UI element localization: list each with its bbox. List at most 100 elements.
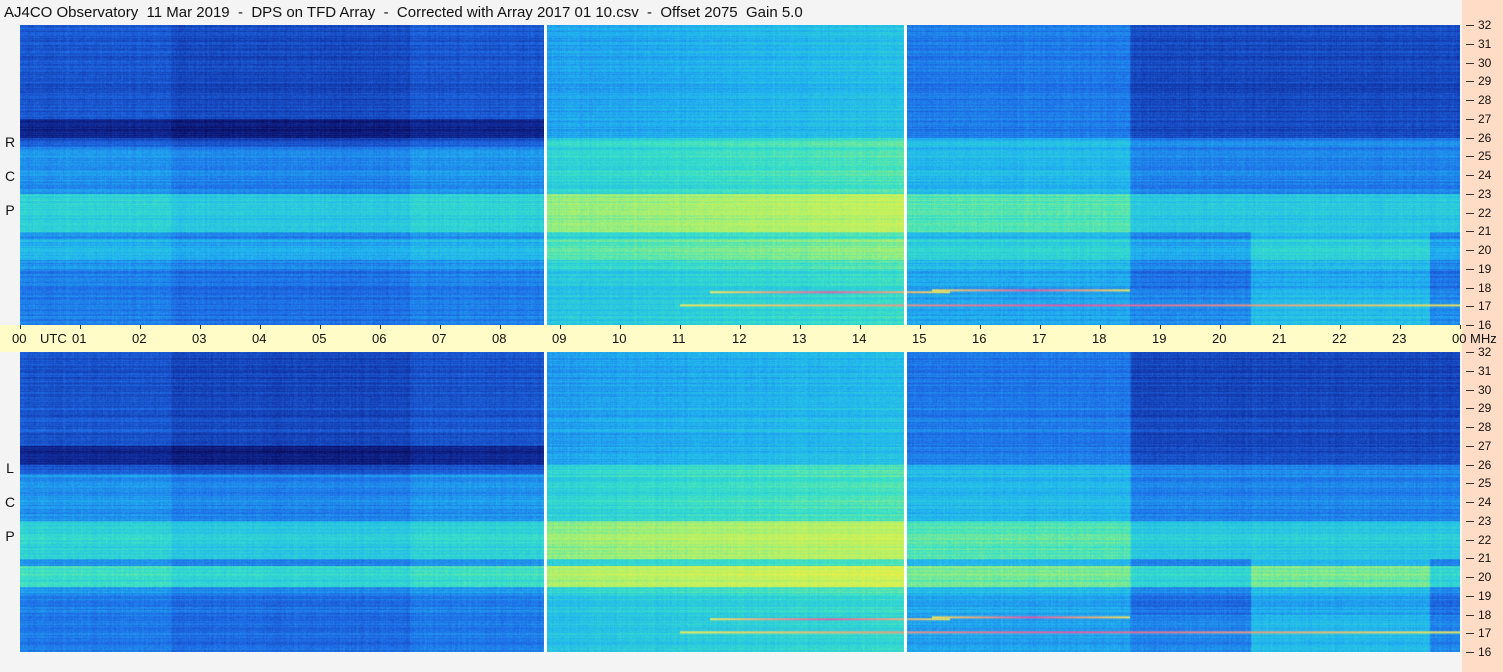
frequency-tick-mark bbox=[1466, 520, 1474, 522]
frequency-tick-label: 22 bbox=[1478, 532, 1492, 547]
frequency-tick-label: 24 bbox=[1478, 168, 1492, 182]
time-tick-label: 04 bbox=[252, 331, 267, 346]
time-tick-label: 01 bbox=[72, 331, 87, 346]
frequency-tick-mark bbox=[1466, 595, 1474, 597]
panel-label-rcp-3: P bbox=[5, 202, 15, 218]
time-tick-label: 16 bbox=[972, 331, 987, 346]
chart-title: AJ4CO Observatory 11 Mar 2019 - DPS on T… bbox=[4, 4, 803, 21]
frequency-tick-label: 19 bbox=[1478, 588, 1492, 603]
data-gap-line bbox=[544, 352, 547, 652]
frequency-tick-label: 26 bbox=[1478, 130, 1492, 145]
frequency-tick-label: 20 bbox=[1478, 243, 1492, 257]
frequency-tick-mark bbox=[1466, 268, 1474, 270]
frequency-tick-mark bbox=[1466, 25, 1474, 26]
frequency-tick-label: 27 bbox=[1478, 438, 1492, 453]
frequency-tick-mark bbox=[1466, 502, 1474, 503]
spectrogram-lcp bbox=[20, 352, 1460, 652]
frequency-tick-label: 17 bbox=[1478, 626, 1492, 641]
frequency-tick-label: 25 bbox=[1478, 476, 1492, 491]
time-tick-label: 13 bbox=[792, 331, 807, 346]
frequency-tick-label: 27 bbox=[1478, 111, 1492, 126]
time-tick-mark bbox=[1160, 325, 1161, 329]
data-gap-line bbox=[904, 352, 907, 652]
time-tick-mark bbox=[920, 325, 921, 329]
frequency-tick-label: 25 bbox=[1478, 149, 1492, 164]
time-tick-label: 00 bbox=[12, 331, 27, 346]
frequency-tick-label: 30 bbox=[1478, 382, 1492, 397]
frequency-tick-mark bbox=[1466, 539, 1474, 541]
frequency-tick-mark bbox=[1466, 212, 1474, 214]
time-axis-unit-label: UTC bbox=[40, 331, 67, 346]
time-tick-mark bbox=[320, 325, 321, 329]
frequency-tick-mark bbox=[1466, 633, 1474, 635]
time-tick-label: 11 bbox=[672, 331, 686, 346]
time-tick-label: 10 bbox=[612, 331, 627, 346]
spectrogram-lcp-canvas bbox=[20, 352, 1460, 652]
frequency-tick-label: 23 bbox=[1478, 513, 1492, 528]
time-tick-mark bbox=[80, 325, 81, 329]
time-tick-label: 18 bbox=[1092, 331, 1107, 346]
time-tick-mark bbox=[740, 325, 741, 329]
frequency-tick-mark bbox=[1466, 137, 1474, 139]
time-tick-label: 20 bbox=[1212, 331, 1227, 346]
frequency-tick-mark bbox=[1466, 464, 1474, 466]
frequency-tick-mark bbox=[1466, 652, 1474, 653]
frequency-tick-mark bbox=[1466, 408, 1474, 410]
frequency-tick-label: 21 bbox=[1478, 224, 1492, 239]
time-tick-label: 22 bbox=[1332, 331, 1347, 346]
time-tick-label: 09 bbox=[552, 331, 567, 346]
frequency-tick-label: 22 bbox=[1478, 205, 1492, 220]
frequency-tick-mark bbox=[1466, 445, 1474, 447]
frequency-tick-label: 28 bbox=[1478, 93, 1492, 107]
frequency-tick-label: 21 bbox=[1478, 551, 1492, 566]
frequency-tick-mark bbox=[1466, 193, 1474, 195]
time-tick-mark bbox=[1280, 325, 1281, 329]
frequency-tick-mark bbox=[1466, 81, 1474, 83]
time-axis: 00 01 02 03 04 05 06 07 08 09 10 11 12 13 14 15 16 17 18 19… bbox=[0, 325, 1497, 352]
frequency-tick-mark bbox=[1466, 352, 1474, 353]
frequency-tick-label: 31 bbox=[1478, 36, 1492, 51]
frequency-tick-label: 18 bbox=[1478, 280, 1492, 295]
panel-label-rcp-1: R bbox=[4, 134, 16, 150]
time-tick-mark bbox=[440, 325, 441, 329]
frequency-tick-label: 17 bbox=[1478, 299, 1492, 314]
time-tick-mark bbox=[800, 325, 801, 329]
time-tick-mark bbox=[500, 325, 501, 329]
frequency-tick-label: 20 bbox=[1478, 570, 1492, 584]
time-tick-mark bbox=[140, 325, 141, 329]
frequency-tick-label: 23 bbox=[1478, 186, 1492, 201]
data-gap-line bbox=[544, 25, 547, 325]
frequency-tick-label: 32 bbox=[1478, 345, 1492, 359]
time-tick-label: 23 bbox=[1392, 331, 1407, 346]
time-tick-mark bbox=[380, 325, 381, 329]
frequency-tick-mark bbox=[1466, 100, 1474, 101]
time-tick-mark bbox=[1220, 325, 1221, 329]
time-tick-mark bbox=[980, 325, 981, 329]
time-tick-label: 21 bbox=[1272, 331, 1287, 346]
frequency-tick-mark bbox=[1466, 175, 1474, 176]
frequency-tick-mark bbox=[1466, 306, 1474, 308]
frequency-tick-label: 28 bbox=[1478, 420, 1492, 434]
frequency-tick-mark bbox=[1466, 370, 1474, 372]
frequency-tick-mark bbox=[1466, 389, 1474, 391]
panel-label-rcp-2: C bbox=[4, 168, 16, 184]
time-tick-label: 19 bbox=[1152, 331, 1167, 346]
time-tick-mark bbox=[680, 325, 681, 329]
time-tick-label: 07 bbox=[432, 331, 447, 346]
frequency-tick-label: 32 bbox=[1478, 18, 1492, 32]
time-tick-mark bbox=[620, 325, 621, 329]
panel-label-lcp-2: C bbox=[4, 494, 16, 510]
frequency-tick-mark bbox=[1466, 287, 1474, 289]
frequency-tick-mark bbox=[1466, 118, 1474, 120]
time-tick-mark bbox=[1460, 325, 1461, 329]
frequency-tick-mark bbox=[1466, 62, 1474, 64]
frequency-tick-mark bbox=[1466, 231, 1474, 233]
frequency-tick-mark bbox=[1466, 156, 1474, 158]
time-tick-label: 17 bbox=[1032, 331, 1047, 346]
time-tick-mark bbox=[20, 325, 21, 329]
time-tick-mark bbox=[1400, 325, 1401, 329]
frequency-tick-label: 29 bbox=[1478, 401, 1492, 416]
frequency-tick-label: 18 bbox=[1478, 607, 1492, 622]
time-tick-mark bbox=[200, 325, 201, 329]
time-tick-mark bbox=[1340, 325, 1341, 329]
